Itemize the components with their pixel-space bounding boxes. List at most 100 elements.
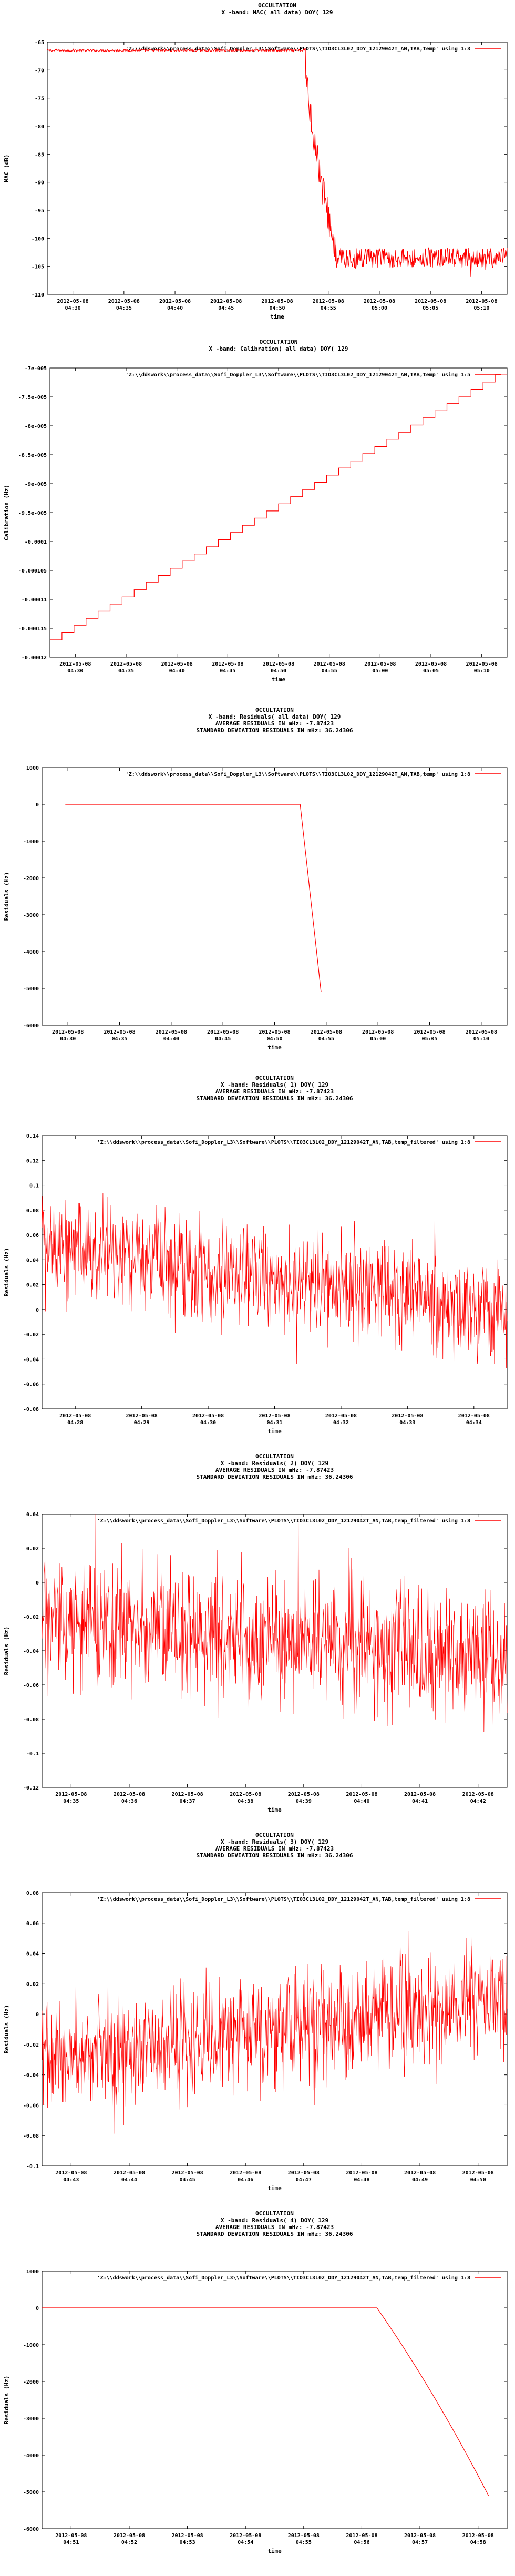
x-tick-label-time: 04:37: [180, 1798, 195, 1804]
x-tick-label-time: 04:28: [67, 1420, 83, 1426]
x-tick-label-date: 2012-05-08: [362, 1029, 394, 1035]
y-tick-label: 0.02: [26, 1546, 39, 1552]
chart-title-line: AVERAGE RESIDUALS IN mHz: -7.87423: [215, 720, 334, 727]
x-tick-label-date: 2012-05-08: [161, 661, 193, 667]
x-tick-label-time: 04:50: [470, 2177, 486, 2183]
y-tick-label: -0.08: [23, 1717, 39, 1723]
x-tick-label-date: 2012-05-08: [55, 2170, 87, 2176]
legend-entry: 'Z:\\ddswork\\process_data\\Sofi_Doppler…: [126, 771, 470, 778]
x-tick-label-date: 2012-05-08: [415, 299, 446, 304]
y-tick-label: 0: [36, 2306, 39, 2312]
x-tick-label-time: 04:45: [218, 305, 234, 311]
x-tick-label-date: 2012-05-08: [346, 2533, 377, 2539]
y-axis-label: MAC (dB): [3, 155, 10, 182]
x-tick-label-time: 04:57: [412, 2540, 428, 2546]
y-tick-label: -0.02: [23, 2042, 39, 2048]
legend-entry: 'Z:\\ddswork\\process_data\\Sofi_Doppler…: [97, 1139, 470, 1146]
y-tick-label: -2000: [23, 876, 39, 882]
x-tick-label-date: 2012-05-08: [288, 2533, 320, 2539]
x-axis-label: time: [270, 313, 284, 320]
x-tick-label-time: 04:35: [63, 1798, 79, 1804]
x-tick-label-date: 2012-05-08: [114, 2170, 145, 2176]
y-tick-label: -0.04: [23, 1357, 39, 1363]
x-axis-label: time: [267, 1806, 282, 1813]
y-tick-label: -105: [32, 264, 44, 270]
x-tick-label-time: 04:40: [167, 305, 183, 311]
y-tick-label: -1000: [23, 2343, 39, 2348]
y-tick-label: 0.08: [26, 1208, 39, 1214]
chart-title-line: STANDARD DEVIATION RESIDUALS IN mHz: 36.…: [196, 1474, 353, 1480]
x-tick-label-date: 2012-05-08: [311, 1029, 342, 1035]
y-tick-label: 0.14: [26, 1133, 39, 1139]
x-tick-label-time: 04:34: [466, 1420, 482, 1426]
plot-frame: [42, 2271, 508, 2529]
chart-title-line: OCCULTATION: [255, 707, 294, 713]
y-tick-label: -7.5e-005: [18, 395, 47, 401]
y-tick-label: 0.02: [26, 1981, 39, 1987]
legend-entry: 'Z:\\ddswork\\process_data\\Sofi_Doppler…: [126, 46, 470, 52]
y-tick-label: -0.1: [26, 2164, 39, 2170]
x-tick-label-date: 2012-05-08: [207, 1029, 239, 1035]
y-tick-label: 1000: [26, 765, 39, 771]
x-tick-label-time: 04:55: [321, 305, 336, 311]
x-axis-label: time: [267, 1428, 282, 1435]
x-tick-label-date: 2012-05-08: [414, 1029, 445, 1035]
x-tick-label-time: 04:31: [266, 1420, 282, 1426]
chart-title-line: OCCULTATION: [255, 1832, 294, 1838]
legend-entry: 'Z:\\ddswork\\process_data\\Sofi_Doppler…: [126, 372, 470, 378]
x-tick-label-time: 05:05: [423, 668, 439, 674]
y-tick-label: -110: [32, 292, 44, 298]
x-tick-label-time: 05:00: [372, 305, 387, 311]
y-tick-label: -0.0001: [25, 539, 47, 545]
y-tick-label: -0.06: [23, 1382, 39, 1388]
y-tick-label: -3000: [23, 2416, 39, 2422]
x-tick-label-time: 04:50: [266, 1036, 282, 1042]
plot-frame: [42, 1135, 508, 1409]
y-axis-label: Residuals (Hz): [3, 2376, 10, 2425]
y-tick-label: 0.12: [26, 1158, 39, 1164]
chart-title-line: X -band: Calibration( all data) DOY( 129: [209, 345, 348, 352]
x-tick-label-time: 04:49: [412, 2177, 428, 2183]
y-tick-label: -0.12: [23, 1785, 39, 1791]
y-axis-label: Residuals (Hz): [3, 1248, 10, 1297]
x-tick-label-time: 05:00: [372, 668, 388, 674]
x-tick-label-time: 05:05: [423, 305, 438, 311]
y-tick-label: -8e-005: [25, 424, 47, 430]
y-tick-label: 0: [36, 2012, 39, 2018]
x-tick-label-date: 2012-05-08: [57, 299, 89, 304]
chart-title-line: STANDARD DEVIATION RESIDUALS IN mHz: 36.…: [196, 2231, 353, 2237]
x-tick-label-date: 2012-05-08: [171, 2533, 203, 2539]
x-tick-label-date: 2012-05-08: [259, 1029, 290, 1035]
chart-title-line: STANDARD DEVIATION RESIDUALS IN mHz: 36.…: [196, 727, 353, 734]
y-tick-label: -0.08: [23, 1407, 39, 1413]
y-tick-label: -95: [35, 208, 44, 214]
y-tick-label: 0.04: [26, 1258, 39, 1263]
x-tick-label-time: 04:53: [180, 2540, 195, 2546]
y-tick-label: -9.5e-005: [18, 510, 47, 516]
x-tick-label-time: 04:44: [121, 2177, 137, 2183]
series-line-1: [42, 1514, 508, 1732]
x-tick-label-time: 04:45: [180, 2177, 195, 2183]
chart-title-line: STANDARD DEVIATION RESIDUALS IN mHz: 36.…: [196, 1852, 353, 1859]
x-tick-label-time: 04:58: [470, 2540, 486, 2546]
y-tick-label: -0.00012: [22, 655, 47, 661]
y-tick-label: -0.06: [23, 1683, 39, 1689]
plot-frame: [42, 1892, 508, 2166]
y-tick-label: 0.02: [26, 1283, 39, 1289]
x-tick-label-time: 04:35: [116, 305, 132, 311]
x-tick-label-time: 04:40: [163, 1036, 179, 1042]
x-tick-label-time: 04:55: [322, 668, 337, 674]
y-tick-label: -0.04: [23, 1649, 39, 1654]
series-line-1: [47, 48, 508, 277]
y-tick-label: -0.06: [23, 2103, 39, 2109]
y-axis-label: Calibration (Hz): [3, 485, 10, 540]
x-tick-label-date: 2012-05-08: [126, 1413, 158, 1419]
x-tick-label-time: 05:10: [473, 1036, 489, 1042]
plot-frame: [49, 367, 508, 658]
series-line-1: [50, 374, 507, 640]
x-tick-label-time: 04:30: [67, 668, 83, 674]
x-tick-label-date: 2012-05-08: [212, 661, 243, 667]
